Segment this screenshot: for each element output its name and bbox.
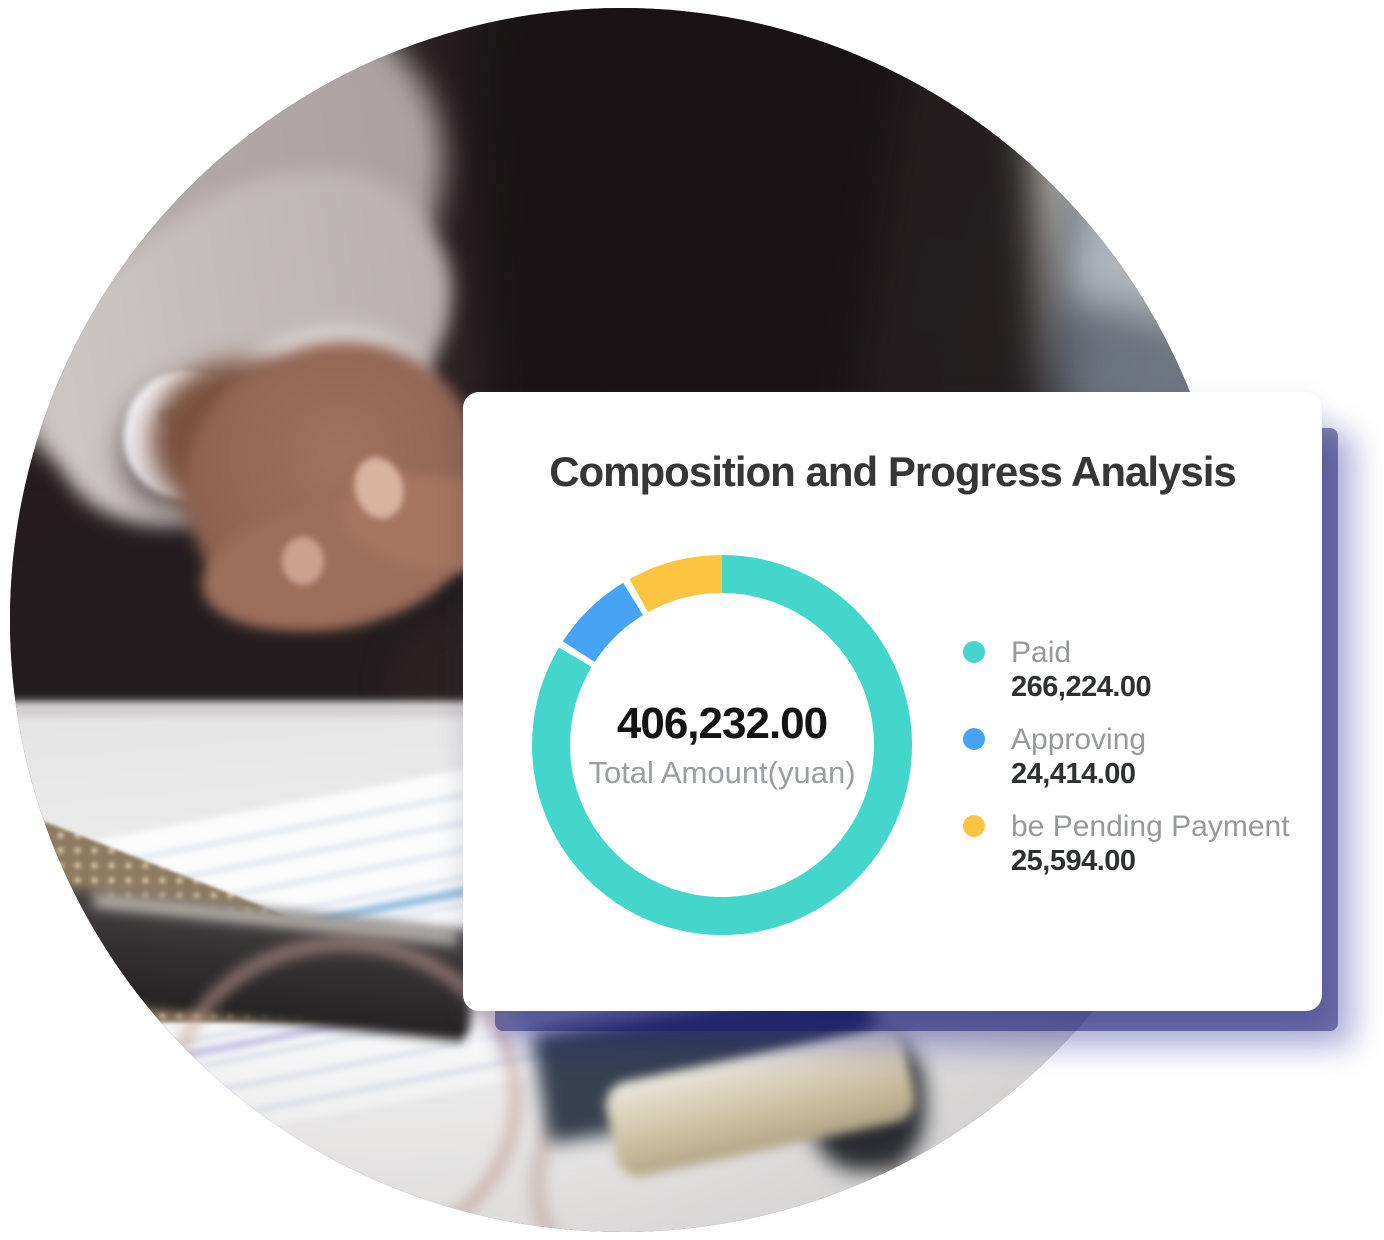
approving-legend-dot-icon: [963, 728, 985, 750]
photo-sparkle-highlight: [458, 1024, 502, 1068]
paid-legend-label: Paid: [1011, 636, 1072, 669]
chart-legend: Paid 266,224.00 Approving 24,414.00 be P…: [963, 636, 1290, 897]
card-title: Composition and Progress Analysis: [549, 448, 1237, 495]
paid-legend-value: 266,224.00: [1011, 671, 1152, 703]
legend-item-approving[interactable]: Approving 24,414.00: [963, 723, 1290, 791]
legend-item-paid[interactable]: Paid 266,224.00: [963, 636, 1290, 704]
total-amount-value: 406,232.00: [616, 699, 828, 748]
approving-legend-value: 24,414.00: [1011, 758, 1136, 790]
pending-payment-legend-label: be Pending Payment: [1011, 810, 1290, 843]
donut-center: 406,232.00 Total Amount(yuan): [530, 553, 914, 937]
total-amount-label: Total Amount(yuan): [588, 755, 856, 790]
approving-legend-label: Approving: [1011, 723, 1147, 756]
paid-legend-dot-icon: [963, 641, 985, 663]
donut-chart[interactable]: [530, 553, 914, 937]
donut-chart-area: 406,232.00 Total Amount(yuan): [530, 553, 914, 937]
legend-item-pending-payment[interactable]: be Pending Payment 25,594.00: [963, 810, 1290, 878]
pending-payment-legend-dot-icon: [963, 815, 985, 837]
analysis-card: Composition and Progress Analysis 406,23…: [463, 392, 1322, 1011]
pending-payment-legend-value: 25,594.00: [1011, 845, 1136, 877]
photo-fingernail2-shape: [282, 537, 324, 585]
photo-desk-edge-shape: [10, 702, 870, 712]
